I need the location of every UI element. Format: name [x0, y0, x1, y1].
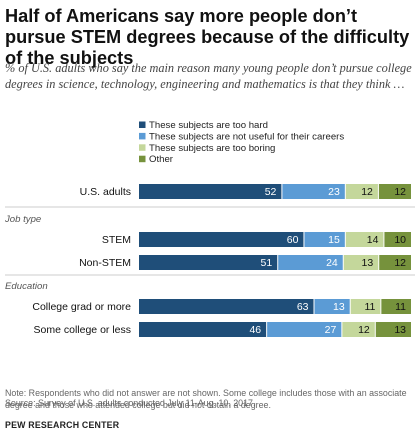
bar-r4-s3 — [375, 322, 411, 337]
category-label-0: U.S. adults — [80, 186, 131, 198]
bar-r0-s2 — [345, 184, 378, 199]
group-labels: Job type Education — [4, 214, 48, 292]
bar-segments — [139, 184, 411, 337]
chart-source: Source: Survey of U.S. adults conducted … — [5, 398, 256, 408]
value-label-r2-s2: 13 — [362, 257, 374, 269]
group-dividers — [5, 206, 415, 276]
bar-r3-s0 — [139, 299, 314, 314]
bar-r2-s2 — [343, 255, 379, 270]
bar-r4-s1 — [267, 322, 342, 337]
legend-swatch-2 — [139, 144, 146, 151]
legend-label-0: These subjects are too hard — [149, 120, 268, 131]
bar-r1-s3 — [384, 232, 411, 247]
value-label-r1-s3: 10 — [394, 234, 406, 246]
value-label-r4-s1: 27 — [325, 324, 337, 336]
value-label-r2-s3: 12 — [394, 257, 406, 269]
category-label-4: Some college or less — [34, 324, 131, 336]
value-label-r1-s0: 60 — [287, 234, 299, 246]
bar-r2-s0 — [139, 255, 278, 270]
chart-title: Half of Americans say more people don’t … — [5, 6, 410, 68]
value-label-r1-s1: 15 — [328, 234, 340, 246]
bar-r0-s0 — [139, 184, 282, 199]
value-label-r0-s0: 52 — [265, 186, 277, 198]
bar-r2-s1 — [278, 255, 343, 270]
value-label-r3-s3: 11 — [395, 301, 406, 313]
value-label-r0-s3: 12 — [394, 186, 406, 198]
chart-subtitle: % of U.S. adults who say the main reason… — [5, 61, 412, 91]
legend-swatch-1 — [139, 132, 146, 140]
chart-note: Note: Respondents who did not answer are… — [5, 388, 407, 410]
value-label-r3-s1: 13 — [333, 301, 345, 313]
value-label-r3-s2: 11 — [364, 301, 375, 313]
value-label-r1-s2: 14 — [367, 234, 379, 246]
value-label-r4-s3: 13 — [394, 324, 406, 336]
bar-r4-s0 — [139, 322, 267, 337]
bar-r2-s3 — [379, 255, 411, 270]
value-label-r0-s2: 12 — [361, 186, 373, 198]
data-labels: 52 23 12 12 60 15 14 10 51 24 13 12 63 13 11 11 46 27 12 13 — [249, 186, 406, 336]
legend-label-2: These subjects are too boring — [149, 143, 275, 154]
legend-swatch-0 — [139, 121, 146, 128]
bar-r3-s1 — [314, 299, 350, 314]
value-label-r4-s0: 46 — [249, 324, 261, 336]
bar-r0-s1 — [282, 184, 345, 199]
bar-r1-s2 — [345, 232, 384, 247]
pew-logo: PEW RESEARCH CENTER — [5, 420, 120, 430]
legend-swatch-3 — [139, 155, 146, 163]
value-label-r0-s1: 23 — [328, 186, 340, 198]
bar-r4-s2 — [342, 322, 375, 337]
category-labels: U.S. adults STEM Non-STEM College grad or m… — [32, 186, 131, 336]
bar-r1-s1 — [304, 232, 345, 247]
category-label-2: Non-STEM — [79, 257, 131, 269]
value-label-r2-s0: 51 — [261, 257, 273, 269]
legend-label-3: Other — [149, 154, 174, 165]
value-label-r2-s1: 24 — [326, 257, 338, 269]
value-label-r4-s2: 12 — [358, 324, 370, 336]
bar-r3-s3 — [381, 299, 411, 314]
value-label-r3-s0: 63 — [297, 301, 309, 313]
legend-label-1: These subjects are not useful for their … — [149, 131, 344, 142]
bar-r0-s3 — [378, 184, 411, 199]
category-label-3: College grad or more — [32, 301, 131, 313]
group-label-1: Job type — [4, 214, 41, 225]
category-label-1: STEM — [102, 234, 131, 246]
group-label-2: Education — [5, 281, 48, 292]
bar-r3-s2 — [350, 299, 381, 314]
bar-r1-s0 — [139, 232, 304, 247]
